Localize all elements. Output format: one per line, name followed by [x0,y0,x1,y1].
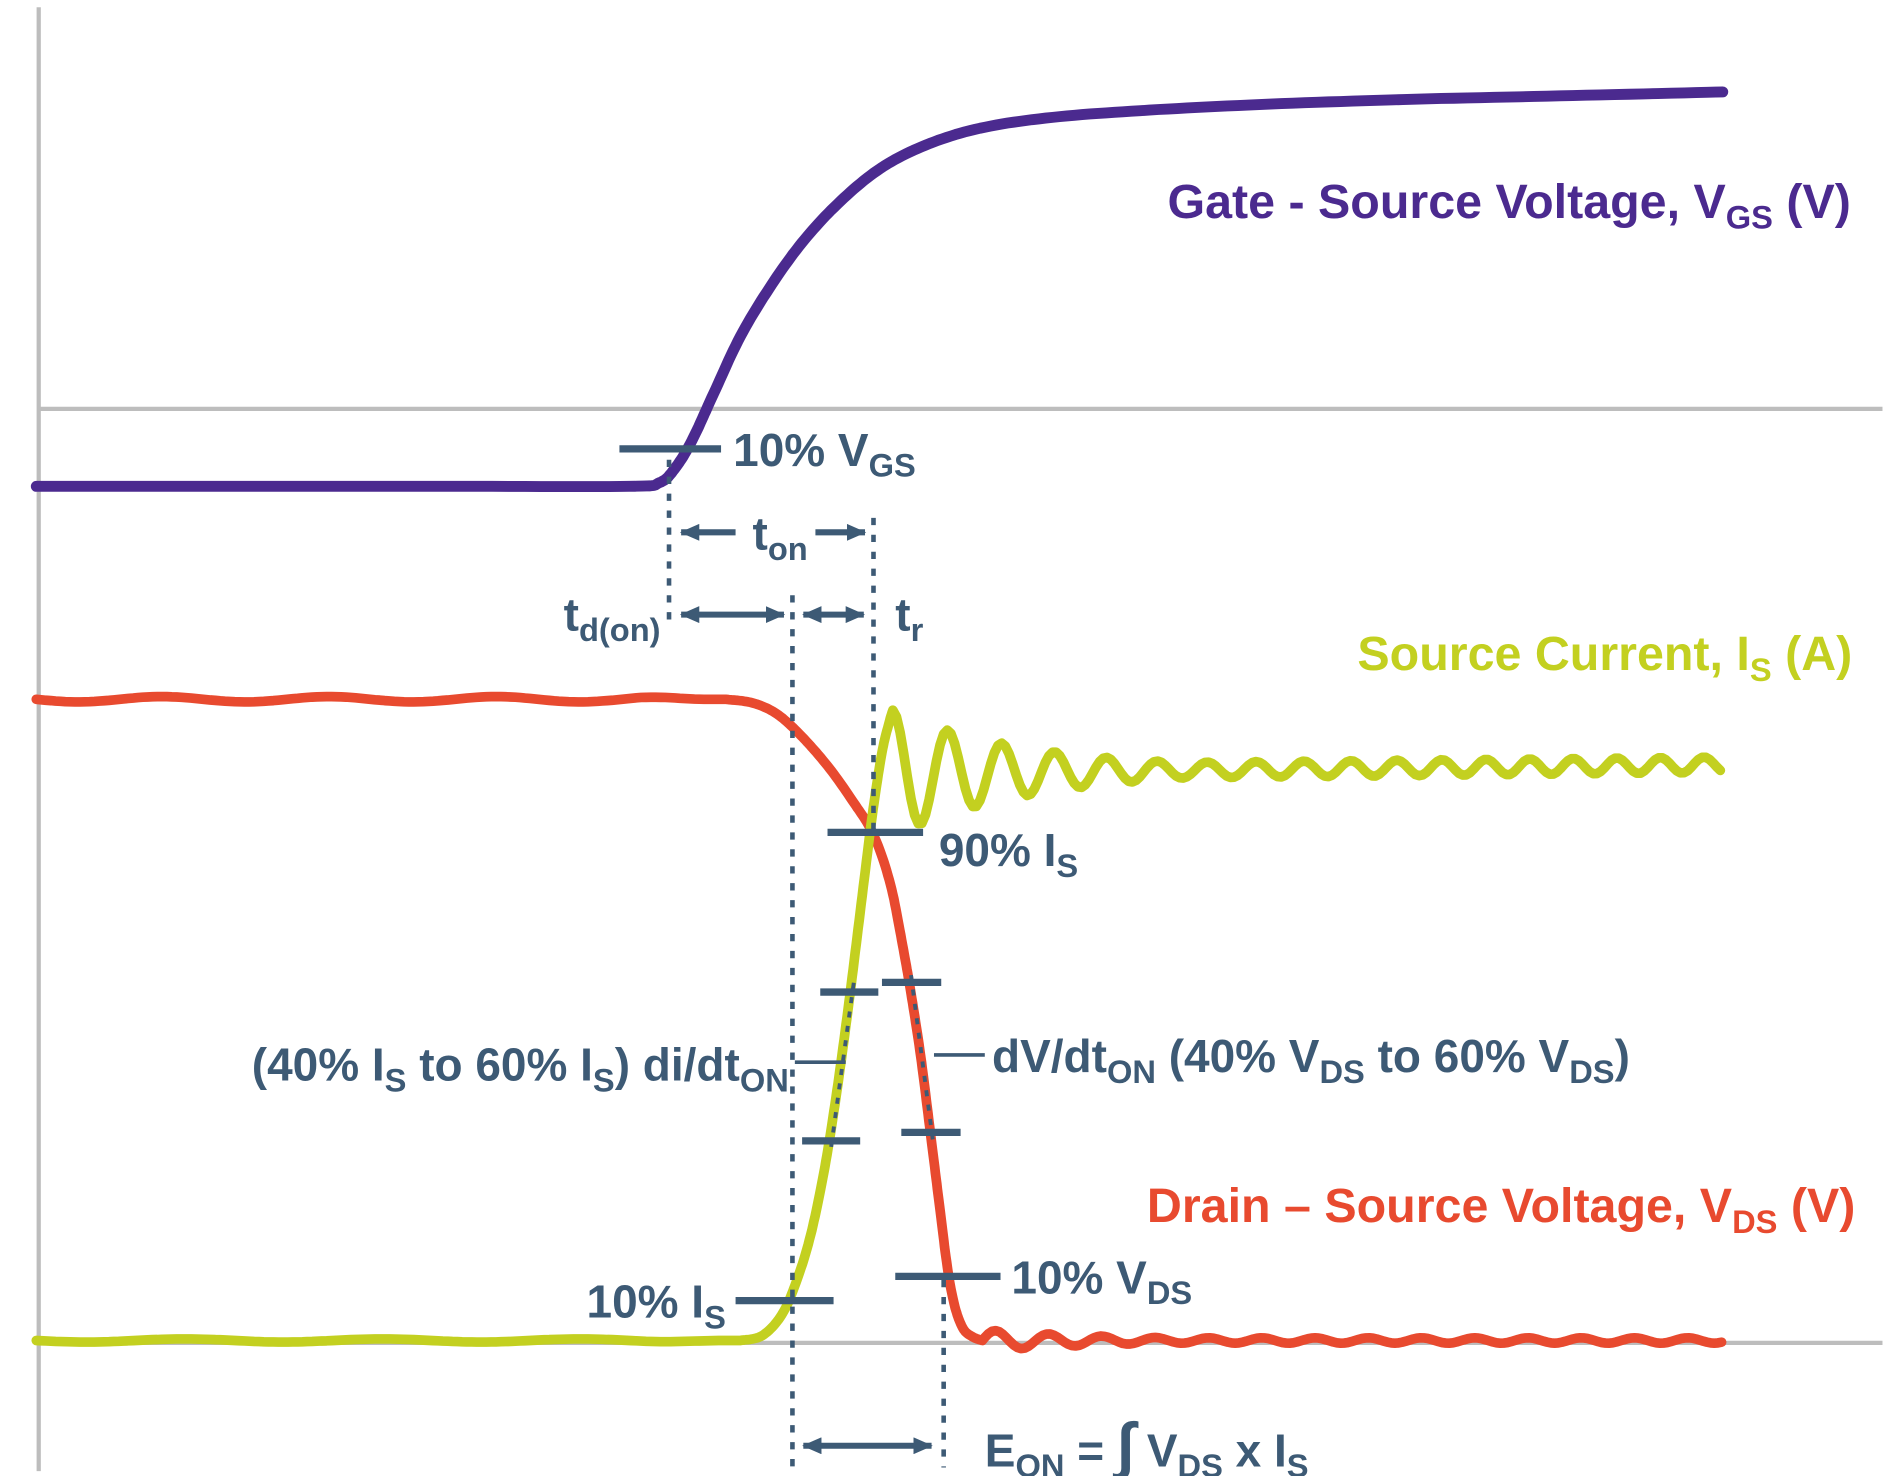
level-ticks [619,445,1001,1305]
interval-arrows [679,523,933,1455]
drain-voltage-label: Drain – Source Voltage, VDS (V) [1147,1179,1855,1240]
label-t-on: ton [753,507,808,567]
label-10pct-vds: 10% VDS [1011,1251,1192,1311]
label-90pct-is: 90% IS [939,824,1078,884]
source-current-curve [31,705,1726,1347]
label-10pct-vgs: 10% VGS [733,424,916,484]
label-t-r: tr [895,588,923,648]
dashed-timing-lines [666,459,946,1468]
gate-source-voltage-curve [30,86,1729,493]
connector-lines [794,1053,985,1065]
label-10pct-is: 10% IS [587,1276,726,1336]
label-e-on: EON = ∫ VDS x IS [985,1410,1309,1476]
label-t-d-on: td(on) [564,588,661,648]
label-di-dt: (40% IS to 60% IS) di/dtON [252,1038,789,1098]
source-current-label: Source Current, IS (A) [1357,627,1852,688]
label-dv-dt: dV/dtON (40% VDS to 60% VDS) [992,1030,1630,1090]
gate-voltage-label: Gate - Source Voltage, VGS (V) [1167,175,1850,236]
